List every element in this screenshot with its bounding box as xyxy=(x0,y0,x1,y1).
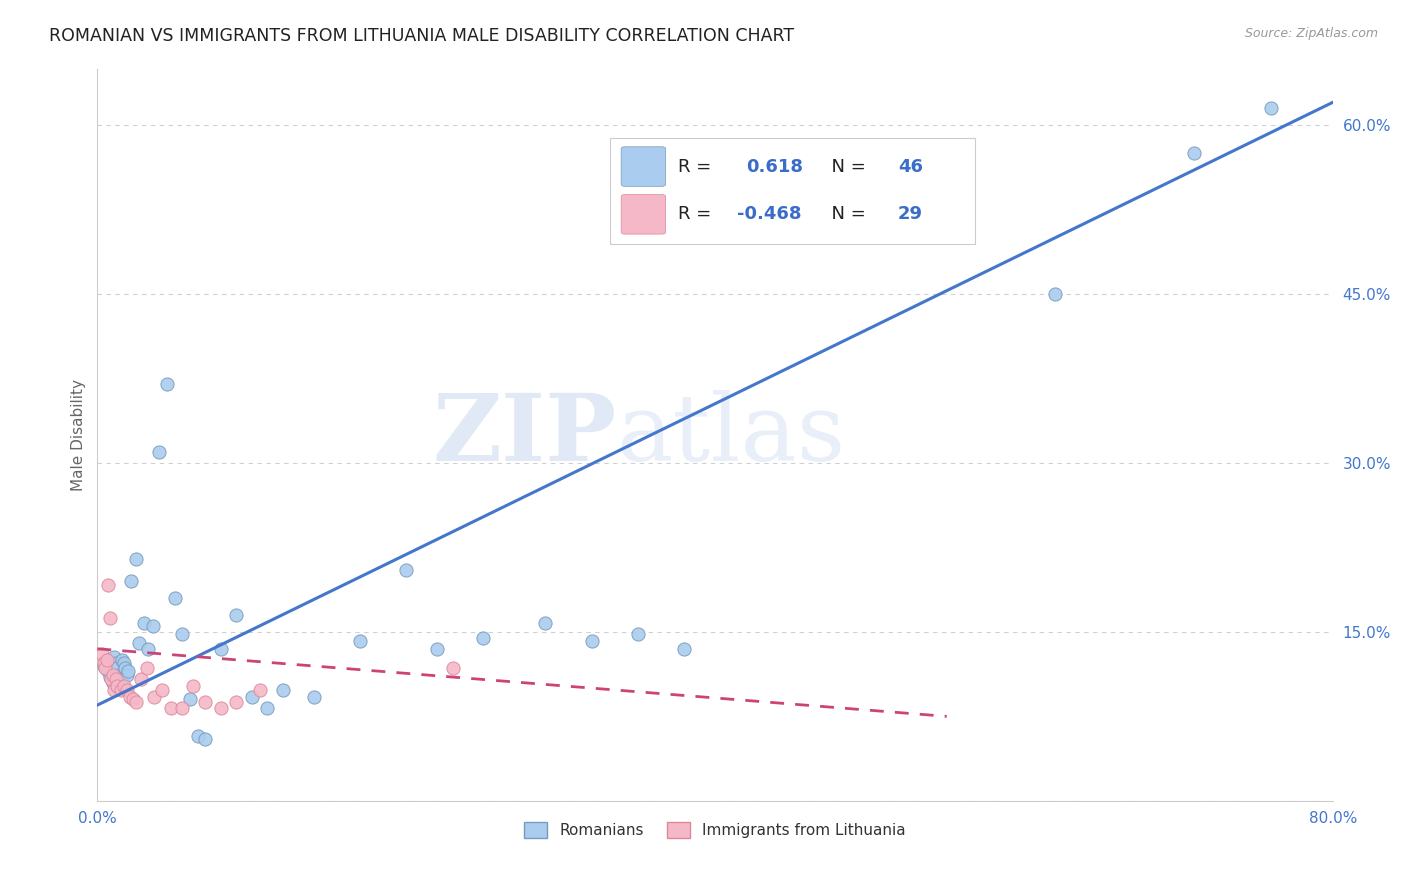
Point xyxy=(249,683,271,698)
Point xyxy=(240,690,263,705)
Point xyxy=(163,591,186,605)
Point xyxy=(98,670,121,684)
Point xyxy=(160,701,183,715)
Point xyxy=(581,633,603,648)
Point xyxy=(115,667,138,681)
Text: N =: N = xyxy=(820,205,872,223)
Point xyxy=(97,577,120,591)
Point xyxy=(172,701,194,715)
Point xyxy=(256,701,278,715)
Point xyxy=(128,636,150,650)
Point xyxy=(125,551,148,566)
Text: ZIP: ZIP xyxy=(432,390,616,480)
Point xyxy=(112,657,135,671)
Point xyxy=(91,648,114,662)
Point xyxy=(1260,101,1282,115)
Point xyxy=(101,675,124,690)
Point xyxy=(143,690,166,705)
Point xyxy=(111,653,134,667)
Point xyxy=(136,641,159,656)
Point xyxy=(93,657,115,671)
Point xyxy=(114,661,136,675)
Point xyxy=(104,672,127,686)
FancyBboxPatch shape xyxy=(610,138,974,244)
Point xyxy=(110,672,132,686)
Point xyxy=(94,661,117,675)
Point xyxy=(534,615,557,630)
Point xyxy=(101,667,124,681)
Point xyxy=(194,731,217,746)
Point xyxy=(271,683,294,698)
Point xyxy=(349,633,371,648)
Point xyxy=(93,658,115,673)
Point xyxy=(96,653,118,667)
Point xyxy=(117,665,139,679)
Point xyxy=(103,683,125,698)
Point xyxy=(96,653,118,667)
Text: 46: 46 xyxy=(898,158,922,176)
Point xyxy=(627,627,650,641)
Point xyxy=(129,672,152,686)
Text: ROMANIAN VS IMMIGRANTS FROM LITHUANIA MALE DISABILITY CORRELATION CHART: ROMANIAN VS IMMIGRANTS FROM LITHUANIA MA… xyxy=(49,27,794,45)
Point xyxy=(172,627,194,641)
Point xyxy=(673,641,696,656)
Text: 29: 29 xyxy=(898,205,922,223)
Point xyxy=(187,729,209,743)
Point xyxy=(302,690,325,705)
Point xyxy=(118,690,141,705)
Point xyxy=(132,615,155,630)
Point xyxy=(97,665,120,679)
Point xyxy=(100,661,122,675)
Text: atlas: atlas xyxy=(616,390,845,480)
Text: -0.468: -0.468 xyxy=(737,205,801,223)
Point xyxy=(150,683,173,698)
Point xyxy=(108,667,131,681)
Text: 0.618: 0.618 xyxy=(747,158,803,176)
Point xyxy=(115,683,138,698)
Point xyxy=(104,657,127,671)
Point xyxy=(120,574,142,589)
Point xyxy=(110,683,132,698)
Text: Source: ZipAtlas.com: Source: ZipAtlas.com xyxy=(1244,27,1378,40)
Point xyxy=(181,679,204,693)
Text: R =: R = xyxy=(678,158,723,176)
Point xyxy=(426,641,449,656)
FancyBboxPatch shape xyxy=(621,147,665,186)
Point xyxy=(209,701,232,715)
Point xyxy=(194,695,217,709)
Point xyxy=(112,679,135,693)
Y-axis label: Male Disability: Male Disability xyxy=(72,379,86,491)
Point xyxy=(179,692,201,706)
FancyBboxPatch shape xyxy=(621,194,665,234)
Point xyxy=(122,692,145,706)
Legend: Romanians, Immigrants from Lithuania: Romanians, Immigrants from Lithuania xyxy=(519,816,912,845)
Text: N =: N = xyxy=(820,158,872,176)
Point xyxy=(441,661,464,675)
Point xyxy=(103,649,125,664)
Point xyxy=(148,444,170,458)
Point xyxy=(98,611,121,625)
Point xyxy=(225,695,247,709)
Point xyxy=(1043,286,1066,301)
Point xyxy=(472,631,495,645)
Point xyxy=(395,563,418,577)
Point xyxy=(100,672,122,686)
Point xyxy=(1182,146,1205,161)
Point xyxy=(135,661,157,675)
Point xyxy=(142,619,165,633)
Point xyxy=(225,607,247,622)
Point xyxy=(107,679,129,693)
Point xyxy=(209,641,232,656)
Point xyxy=(125,695,148,709)
Point xyxy=(156,376,179,391)
Text: R =: R = xyxy=(678,205,717,223)
Point xyxy=(107,661,129,675)
